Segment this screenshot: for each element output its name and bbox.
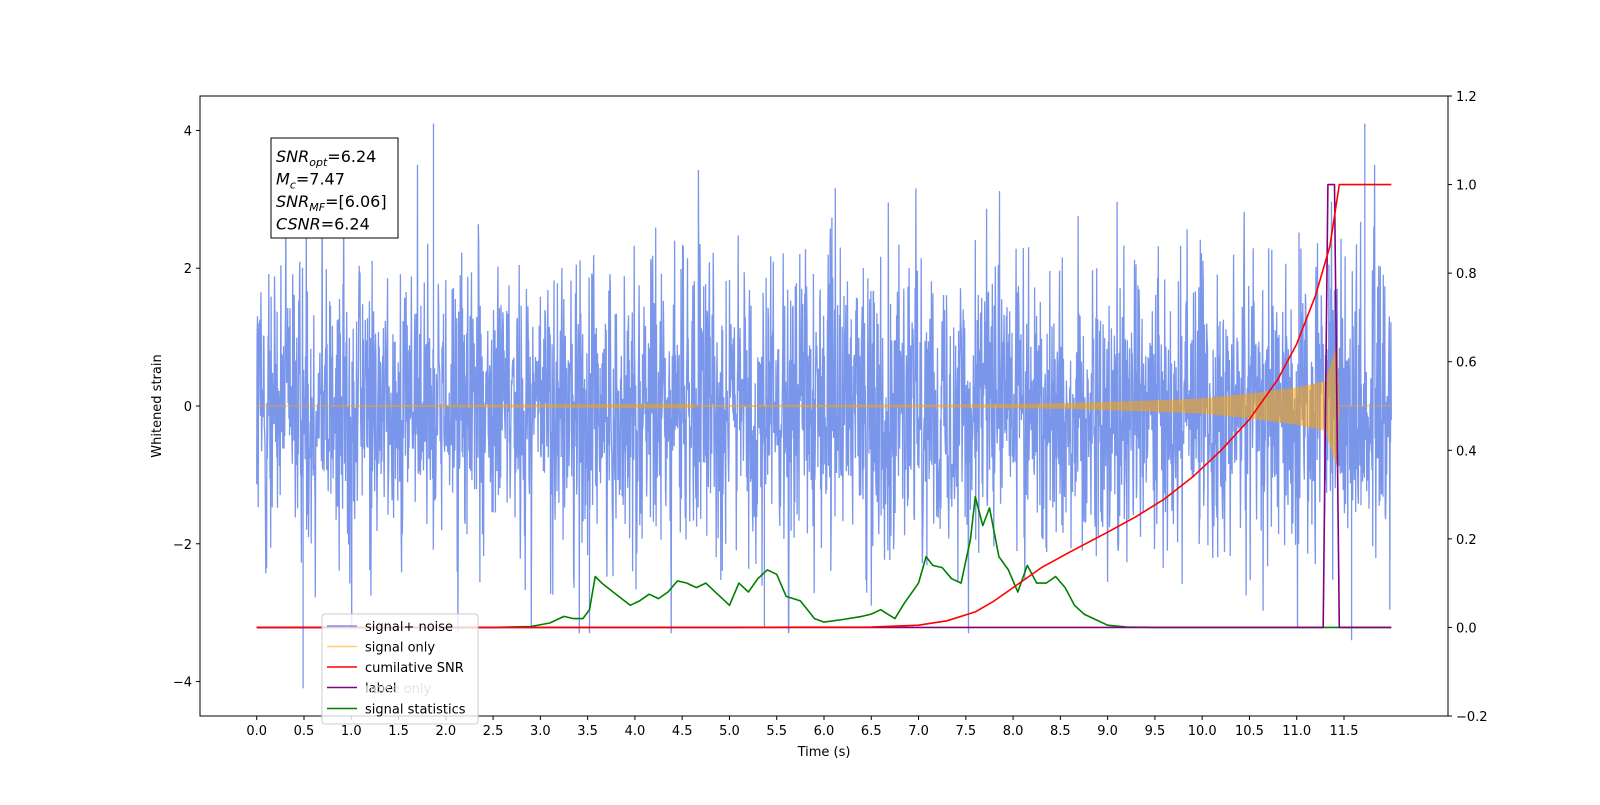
x-tick-label: 3.5 xyxy=(577,724,598,739)
x-tick-label: 5.0 xyxy=(719,724,740,739)
y2-tick-label: 1.0 xyxy=(1456,179,1477,194)
legend-label: label xyxy=(365,682,396,697)
legend-frame xyxy=(321,613,479,725)
plot-area xyxy=(256,123,1392,689)
stats-annotation-line: CSNR=6.24 xyxy=(276,215,370,234)
y2-tick-label: 1.2 xyxy=(1456,90,1477,105)
series-label-line xyxy=(256,183,1392,629)
stats-annotation-line: Mc=7.47 xyxy=(276,170,345,192)
x-tick-label: 2.0 xyxy=(435,724,456,739)
x-tick-label: 6.0 xyxy=(814,724,835,739)
x-tick-label: 10.0 xyxy=(1188,724,1217,739)
y2-tick-label: 0.6 xyxy=(1456,356,1477,371)
legend-label: cumilative SNR xyxy=(365,661,464,676)
series-signal-noise-line xyxy=(256,123,1392,689)
x-tick-label: 1.5 xyxy=(388,724,409,739)
x-tick-label: 5.5 xyxy=(766,724,787,739)
y2-tick-label: 0.8 xyxy=(1456,267,1477,282)
x-tick-label: 8.5 xyxy=(1050,724,1071,739)
stats-annotation-frame xyxy=(270,137,399,239)
x-tick-label: 3.0 xyxy=(530,724,551,739)
series-signal-statistics-line xyxy=(256,496,1392,629)
stats-annotation-line: SNRMF=[6.06] xyxy=(276,192,387,214)
y-tick-label: −2 xyxy=(173,538,192,553)
x-tick-label: 7.5 xyxy=(955,724,976,739)
y-tick-label: −4 xyxy=(173,676,192,691)
axes: 0.0 0.5 1.0 1.5 2.0 2.5 3.0 3.5 4.0 4.5 5.0 5.5 6.0 6… xyxy=(173,90,1488,739)
x-tick-label: 10.5 xyxy=(1235,724,1264,739)
x-tick-label: 0.5 xyxy=(294,724,315,739)
y-axis-label: Whitened strain xyxy=(150,354,165,457)
x-tick-label: 8.0 xyxy=(1003,724,1024,739)
legend-label: signal+ noise xyxy=(365,620,453,635)
legend-label: noise only xyxy=(365,682,432,697)
x-tick-label: 4.5 xyxy=(672,724,693,739)
legend: signal+ noise signal only cumilative SNR la… xyxy=(321,613,479,725)
series-signal-only-line xyxy=(256,346,1392,467)
x-tick-label: 0.0 xyxy=(246,724,267,739)
stats-annotation-line: SNRopt=6.24 xyxy=(276,147,376,169)
legend-label: signal statistics xyxy=(365,703,466,718)
x-tick-label: 4.0 xyxy=(625,724,646,739)
x-axis-label: Time (s) xyxy=(797,745,851,760)
y2-tick-label: 0.4 xyxy=(1456,444,1477,459)
y-tick-label: 0 xyxy=(184,400,192,415)
x-tick-label: 2.5 xyxy=(483,724,504,739)
series-cumulative-snr-line xyxy=(256,183,1392,629)
x-tick-label: 6.5 xyxy=(861,724,882,739)
x-tick-label: 1.0 xyxy=(341,724,362,739)
x-tick-label: 9.5 xyxy=(1145,724,1166,739)
x-tick-label: 11.0 xyxy=(1282,724,1311,739)
y2-tick-label: −0.2 xyxy=(1456,710,1488,725)
y-tick-label: 4 xyxy=(184,124,192,139)
x-tick-label: 7.0 xyxy=(908,724,929,739)
y2-tick-label: 0.0 xyxy=(1456,621,1477,636)
x-tick-label: 11.5 xyxy=(1330,724,1359,739)
x-tick-label: 9.0 xyxy=(1097,724,1118,739)
y-tick-label: 2 xyxy=(184,262,192,277)
y2-tick-label: 0.2 xyxy=(1456,533,1477,548)
legend-label: signal only xyxy=(365,641,435,656)
